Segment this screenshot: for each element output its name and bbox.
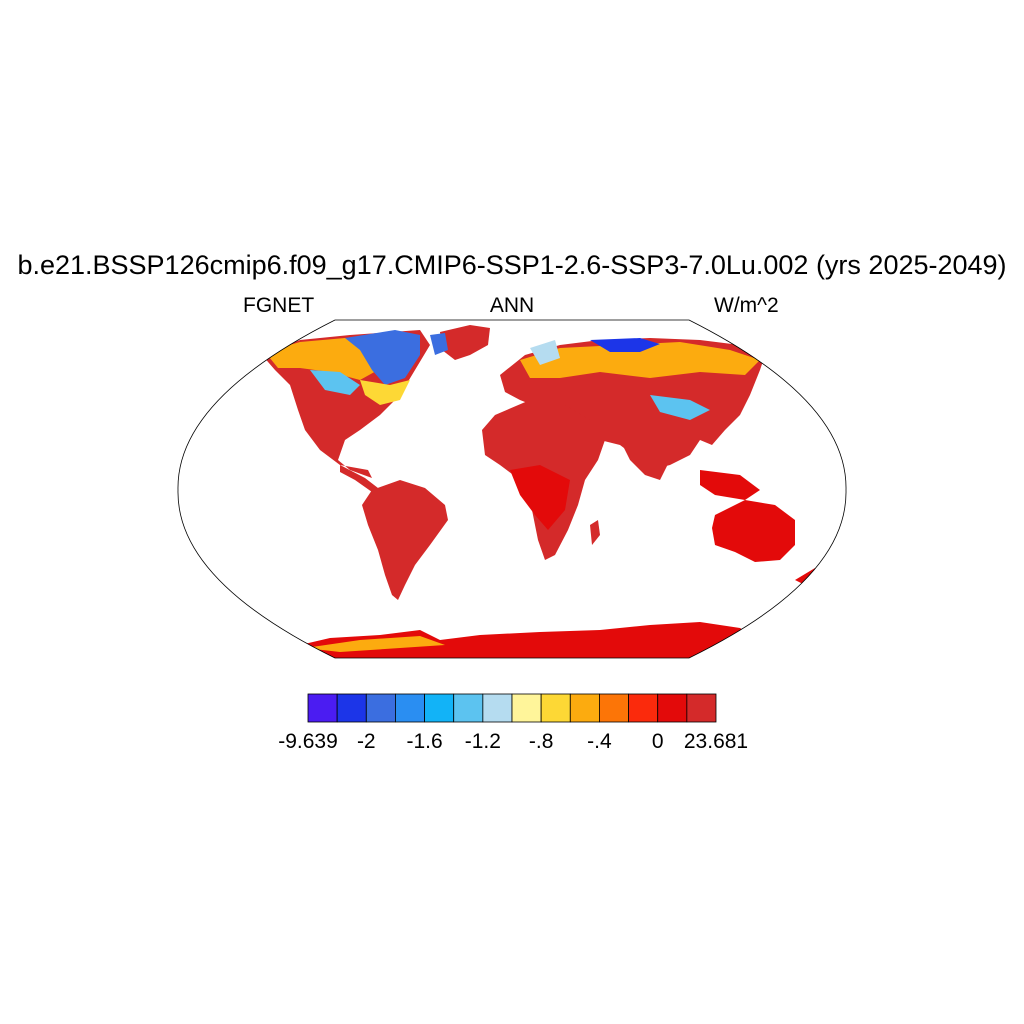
colorbar-box bbox=[511, 693, 542, 723]
colorbar-box bbox=[628, 693, 659, 723]
colorbar-tick-label: 0 bbox=[651, 730, 664, 753]
units-label: W/m^2 bbox=[714, 294, 779, 317]
south-america-landmass bbox=[362, 480, 448, 600]
colorbar-box bbox=[453, 693, 484, 723]
africa-dark-patch bbox=[510, 465, 570, 530]
central-america-landmass bbox=[340, 465, 378, 492]
antarctica-edge-patch bbox=[305, 636, 445, 652]
greenland-landmass bbox=[440, 325, 490, 360]
colorbar-box bbox=[395, 693, 425, 723]
southeast-asia-islands bbox=[700, 470, 760, 500]
south-asia-landmass bbox=[620, 440, 670, 480]
antarctica-landmass bbox=[290, 622, 760, 658]
scandinavia-light-patch bbox=[530, 340, 560, 365]
colorbar-box bbox=[686, 693, 717, 723]
colorbar-tick-label: 23.681 bbox=[683, 730, 749, 753]
variable-label: FGNET bbox=[243, 294, 315, 317]
plot-title: b.e21.BSSP126cmip6.f09_g17.CMIP6-SSP1-2.… bbox=[17, 250, 1007, 280]
eurasia-blue-patch bbox=[590, 338, 660, 352]
season-label: ANN bbox=[489, 294, 535, 317]
colorbar-tick-label: -.4 bbox=[587, 730, 612, 753]
colorbar-tick-label: -2 bbox=[356, 730, 376, 753]
north-america-arctic-patch bbox=[265, 338, 378, 380]
greenland-patch bbox=[430, 333, 448, 355]
colorbar-box bbox=[365, 693, 396, 723]
colorbar-box bbox=[307, 693, 338, 723]
colorbar-tick-label: -1.2 bbox=[464, 730, 501, 753]
colorbar-box bbox=[424, 693, 455, 723]
colorbar-box bbox=[569, 693, 600, 723]
colorbar-tick-label: -9.639 bbox=[278, 730, 338, 753]
eurasia-light-blue-patch bbox=[650, 395, 710, 420]
madagascar-landmass bbox=[590, 520, 600, 545]
colorbar-tick-label: -.8 bbox=[528, 730, 554, 753]
colorbar-box bbox=[336, 693, 367, 723]
colorbar-box bbox=[657, 693, 688, 723]
north-america-blue-patch bbox=[345, 330, 420, 385]
eurasia-arctic-orange-patch bbox=[520, 342, 760, 378]
north-america-light-patch bbox=[310, 370, 360, 395]
australia-landmass bbox=[712, 500, 795, 562]
north-america-yellow-patch bbox=[360, 380, 410, 405]
colorbar-box bbox=[540, 693, 571, 723]
map-border bbox=[177, 319, 847, 659]
colorbar-box bbox=[599, 693, 629, 723]
colorbar-tick-label: -1.6 bbox=[406, 730, 443, 753]
colorbar-box bbox=[482, 693, 513, 723]
